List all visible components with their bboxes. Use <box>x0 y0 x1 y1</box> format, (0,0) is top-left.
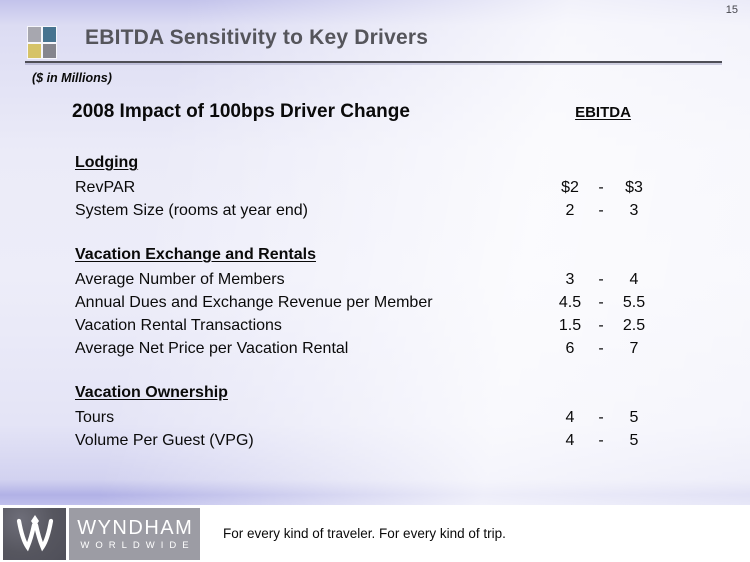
row-value-high: 5 <box>629 432 639 449</box>
company-logo-icon <box>27 26 57 59</box>
brand-name: WYNDHAM <box>77 516 194 539</box>
table-section: Vacation Exchange and Rentals Average Nu… <box>70 244 658 360</box>
table-section: Vacation Ownership Tours 4 - 5 Volume Pe… <box>70 382 658 452</box>
row-value-low: 2 <box>565 202 575 219</box>
sensitivity-table: 2008 Impact of 100bps Driver Change EBIT… <box>70 100 658 452</box>
row-value-low: 6 <box>565 340 575 357</box>
row-value-high: $3 <box>625 179 643 196</box>
wyndham-logo-icon <box>3 508 66 560</box>
row-value-high: 2.5 <box>622 317 646 334</box>
row-value-dash: - <box>598 202 604 219</box>
row-value-low: 3 <box>565 271 575 288</box>
row-value-low: 4.5 <box>558 294 582 311</box>
table-row: RevPAR $2 - $3 <box>70 176 658 199</box>
row-value-dash: - <box>598 340 604 357</box>
row-value-dash: - <box>598 409 604 426</box>
row-value-low: 4 <box>565 432 575 449</box>
table-row: Average Number of Members 3 - 4 <box>70 268 658 291</box>
row-label: RevPAR <box>75 179 136 196</box>
slide-title: EBITDA Sensitivity to Key Drivers <box>85 26 429 49</box>
section-rows: Average Number of Members 3 - 4 Annual D… <box>70 268 658 360</box>
row-label: Tours <box>75 409 115 426</box>
row-label: Average Net Price per Vacation Rental <box>75 340 349 357</box>
section-header: Lodging <box>75 154 139 171</box>
row-label: Vacation Rental Transactions <box>75 317 282 334</box>
row-value-low: $2 <box>561 179 579 196</box>
wyndham-wordmark: WYNDHAM WORLDWIDE <box>69 508 200 560</box>
row-value-high: 7 <box>629 340 639 357</box>
section-header: Vacation Ownership <box>75 384 228 401</box>
logo-square-top-right <box>43 27 56 42</box>
table-title: 2008 Impact of 100bps Driver Change <box>72 101 410 122</box>
table-row: Annual Dues and Exchange Revenue per Mem… <box>70 291 658 314</box>
row-value-low: 1.5 <box>558 317 582 334</box>
ebitda-column-header: EBITDA <box>575 104 631 121</box>
row-label: Average Number of Members <box>75 271 285 288</box>
table-row: Volume Per Guest (VPG) 4 - 5 <box>70 429 658 452</box>
section-rows: RevPAR $2 - $3 System Size (rooms at yea… <box>70 176 658 222</box>
table-row: System Size (rooms at year end) 2 - 3 <box>70 199 658 222</box>
footer-tagline: For every kind of traveler. For every ki… <box>223 526 506 541</box>
row-value-dash: - <box>598 432 604 449</box>
row-value-dash: - <box>598 271 604 288</box>
page-number: 15 <box>725 4 738 16</box>
header-divider <box>25 61 722 63</box>
row-label: Annual Dues and Exchange Revenue per Mem… <box>75 294 433 311</box>
table-header-row: 2008 Impact of 100bps Driver Change EBIT… <box>70 100 658 124</box>
row-value-high: 4 <box>629 271 639 288</box>
table-row: Tours 4 - 5 <box>70 406 658 429</box>
logo-square-bottom-right <box>43 43 56 58</box>
row-value-high: 3 <box>629 202 639 219</box>
units-note: ($ in Millions) <box>32 71 112 85</box>
section-header: Vacation Exchange and Rentals <box>75 246 316 263</box>
row-label: System Size (rooms at year end) <box>75 202 308 219</box>
logo-square-bottom-left <box>28 43 41 58</box>
row-label: Volume Per Guest (VPG) <box>75 432 254 449</box>
table-section: Lodging RevPAR $2 - $3 System Size (room… <box>70 152 658 222</box>
row-value-dash: - <box>598 317 604 334</box>
wyndham-brand-block: WYNDHAM WORLDWIDE <box>3 508 200 560</box>
row-value-high: 5 <box>629 409 639 426</box>
table-row: Vacation Rental Transactions 1.5 - 2.5 <box>70 314 658 337</box>
table-sections: Lodging RevPAR $2 - $3 System Size (room… <box>70 152 658 452</box>
row-value-dash: - <box>598 179 604 196</box>
slide-background <box>0 0 750 505</box>
row-value-low: 4 <box>565 409 575 426</box>
logo-square-top-left <box>28 27 41 42</box>
brand-subname: WORLDWIDE <box>80 539 195 551</box>
row-value-dash: - <box>598 294 604 311</box>
row-value-high: 5.5 <box>622 294 646 311</box>
table-row: Average Net Price per Vacation Rental 6 … <box>70 337 658 360</box>
section-rows: Tours 4 - 5 Volume Per Guest (VPG) 4 - 5 <box>70 406 658 452</box>
footer: WYNDHAM WORLDWIDE For every kind of trav… <box>0 505 750 562</box>
